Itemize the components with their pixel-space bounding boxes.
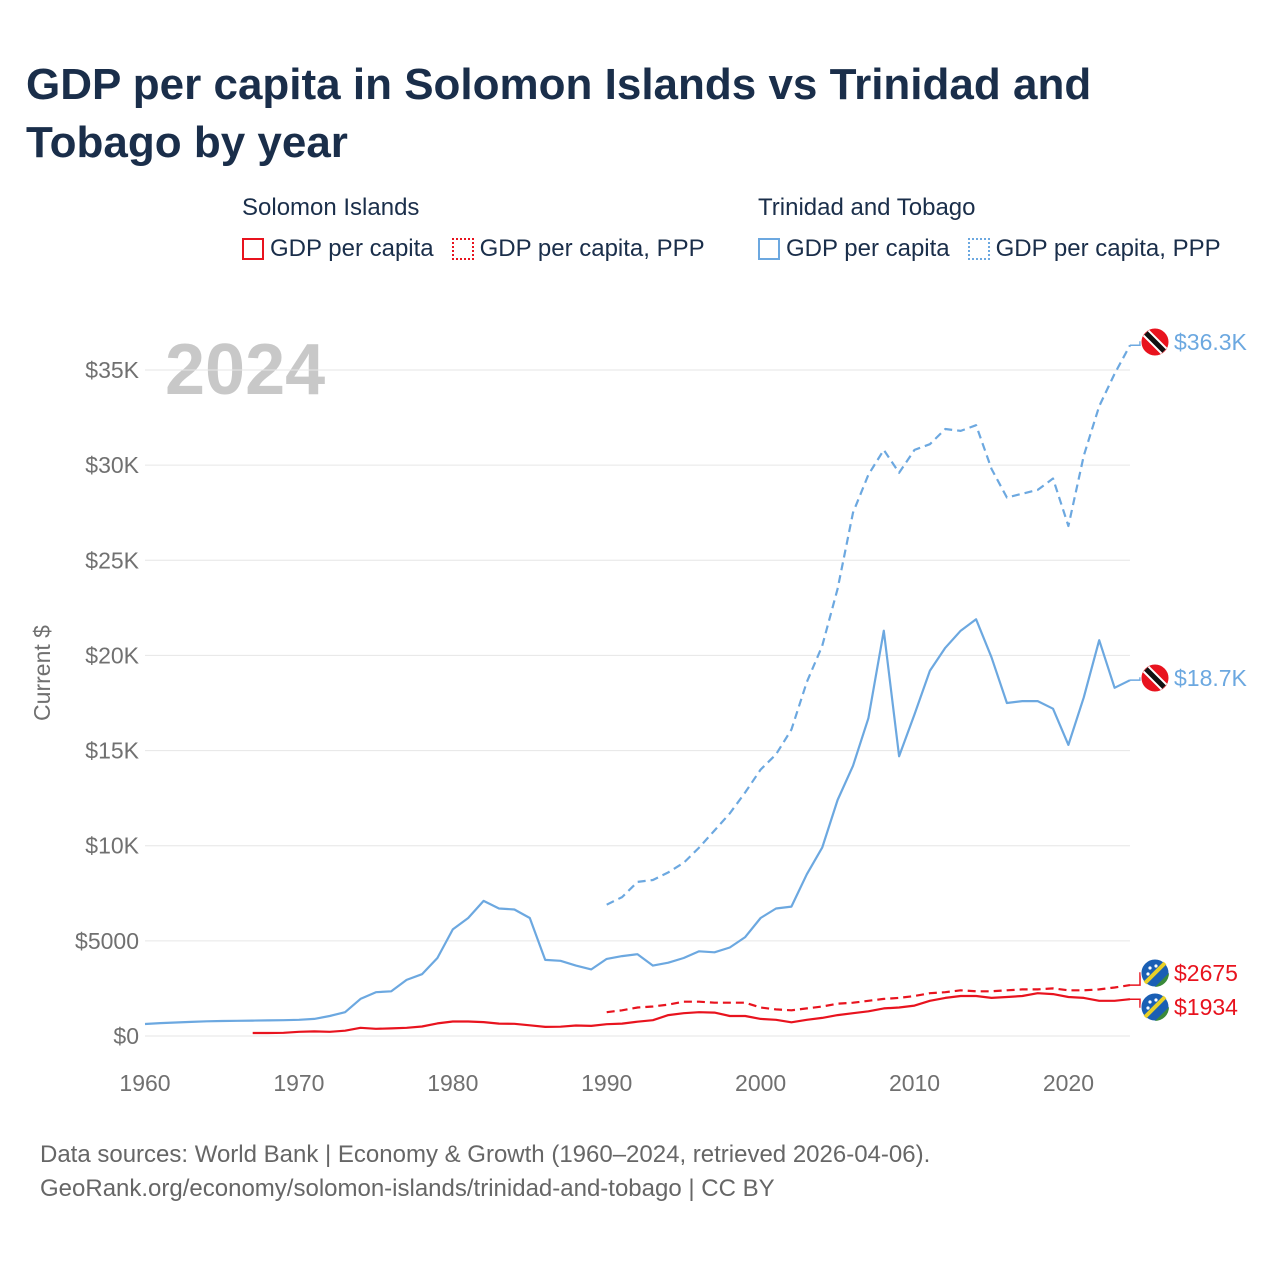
flag-stripe	[1143, 961, 1167, 985]
flag-star	[1154, 998, 1158, 1002]
solomon-gdp-line	[252, 992, 1131, 1035]
end-connector	[1130, 677, 1142, 681]
flag-star	[1146, 972, 1150, 976]
chart-title: GDP per capita in Solomon Islands vs Tri…	[26, 60, 1092, 167]
x-tick-label: 1960	[119, 1070, 170, 1096]
flag-stripe	[1144, 667, 1166, 689]
legend-swatch	[758, 238, 780, 260]
flag-star	[1148, 966, 1152, 970]
legend-label: GDP per capita, PPP	[995, 235, 1221, 262]
end-value-label: $36.3K	[1174, 329, 1248, 355]
solomon-ppp-line	[606, 984, 1131, 1014]
y-tick-label: $15K	[85, 738, 139, 764]
legend-group-name: Solomon Islands	[242, 194, 420, 221]
legend-label: GDP per capita, PPP	[479, 235, 705, 262]
y-tick-label: $35K	[85, 357, 139, 383]
flag-stripe	[1143, 995, 1167, 1019]
legend-swatch	[242, 238, 264, 260]
legend-group-solomon: Solomon Islands GDP per capita GDP per c…	[242, 192, 723, 264]
y-tick-label: $10K	[85, 833, 139, 859]
y-tick-label: $0	[113, 1023, 139, 1049]
legend-label: GDP per capita	[786, 235, 950, 262]
y-axis-label: Current $	[29, 625, 55, 721]
legend-item-trinidad-gdp[interactable]: GDP per capita	[758, 235, 950, 263]
x-tick-label: 2020	[1043, 1070, 1094, 1096]
flag-segment	[1155, 1007, 1169, 1021]
y-tick-label: $25K	[85, 547, 139, 573]
legend-item-solomon-gdp[interactable]: GDP per capita	[242, 235, 434, 263]
y-tick-label: $20K	[85, 642, 139, 668]
legend-item-solomon-ppp[interactable]: GDP per capita, PPP	[451, 235, 705, 263]
trinidad-gdp-line	[144, 618, 1131, 1026]
footer: Data sources: World Bank | Economy & Gro…	[40, 1138, 930, 1206]
flag-star	[1154, 964, 1158, 968]
x-tick-label: 1980	[427, 1070, 478, 1096]
end-value-label: $2675	[1174, 960, 1238, 986]
y-tick-label: $5000	[75, 928, 139, 954]
legend-group-name: Trinidad and Tobago	[758, 194, 976, 221]
flag-star	[1148, 1000, 1152, 1004]
legend-group-trinidad: Trinidad and Tobago GDP per capita GDP p…	[758, 192, 1239, 264]
end-connector	[1130, 998, 1142, 1008]
end-connector	[1130, 341, 1142, 347]
y-tick-label: $30K	[85, 452, 139, 478]
source-url-text[interactable]: GeoRank.org/economy/solomon-islands/trin…	[40, 1175, 775, 1202]
trinidad-ppp-line	[606, 344, 1131, 906]
flag-segment	[1155, 973, 1169, 987]
flag-star	[1146, 1006, 1150, 1010]
flag-stripe	[1144, 331, 1166, 353]
x-tick-label: 2010	[889, 1070, 940, 1096]
end-value-label: $1934	[1174, 994, 1238, 1020]
legend-label: GDP per capita	[270, 235, 434, 262]
legend-swatch	[967, 238, 990, 260]
end-connector	[1130, 972, 1142, 986]
x-tick-label: 2000	[735, 1070, 786, 1096]
legend-swatch	[451, 238, 474, 260]
x-tick-label: 1990	[581, 1070, 632, 1096]
end-value-label: $18.7K	[1174, 665, 1248, 691]
x-tick-label: 1970	[273, 1070, 324, 1096]
data-source-text: Data sources: World Bank | Economy & Gro…	[40, 1141, 931, 1168]
legend-item-trinidad-ppp[interactable]: GDP per capita, PPP	[967, 235, 1221, 263]
